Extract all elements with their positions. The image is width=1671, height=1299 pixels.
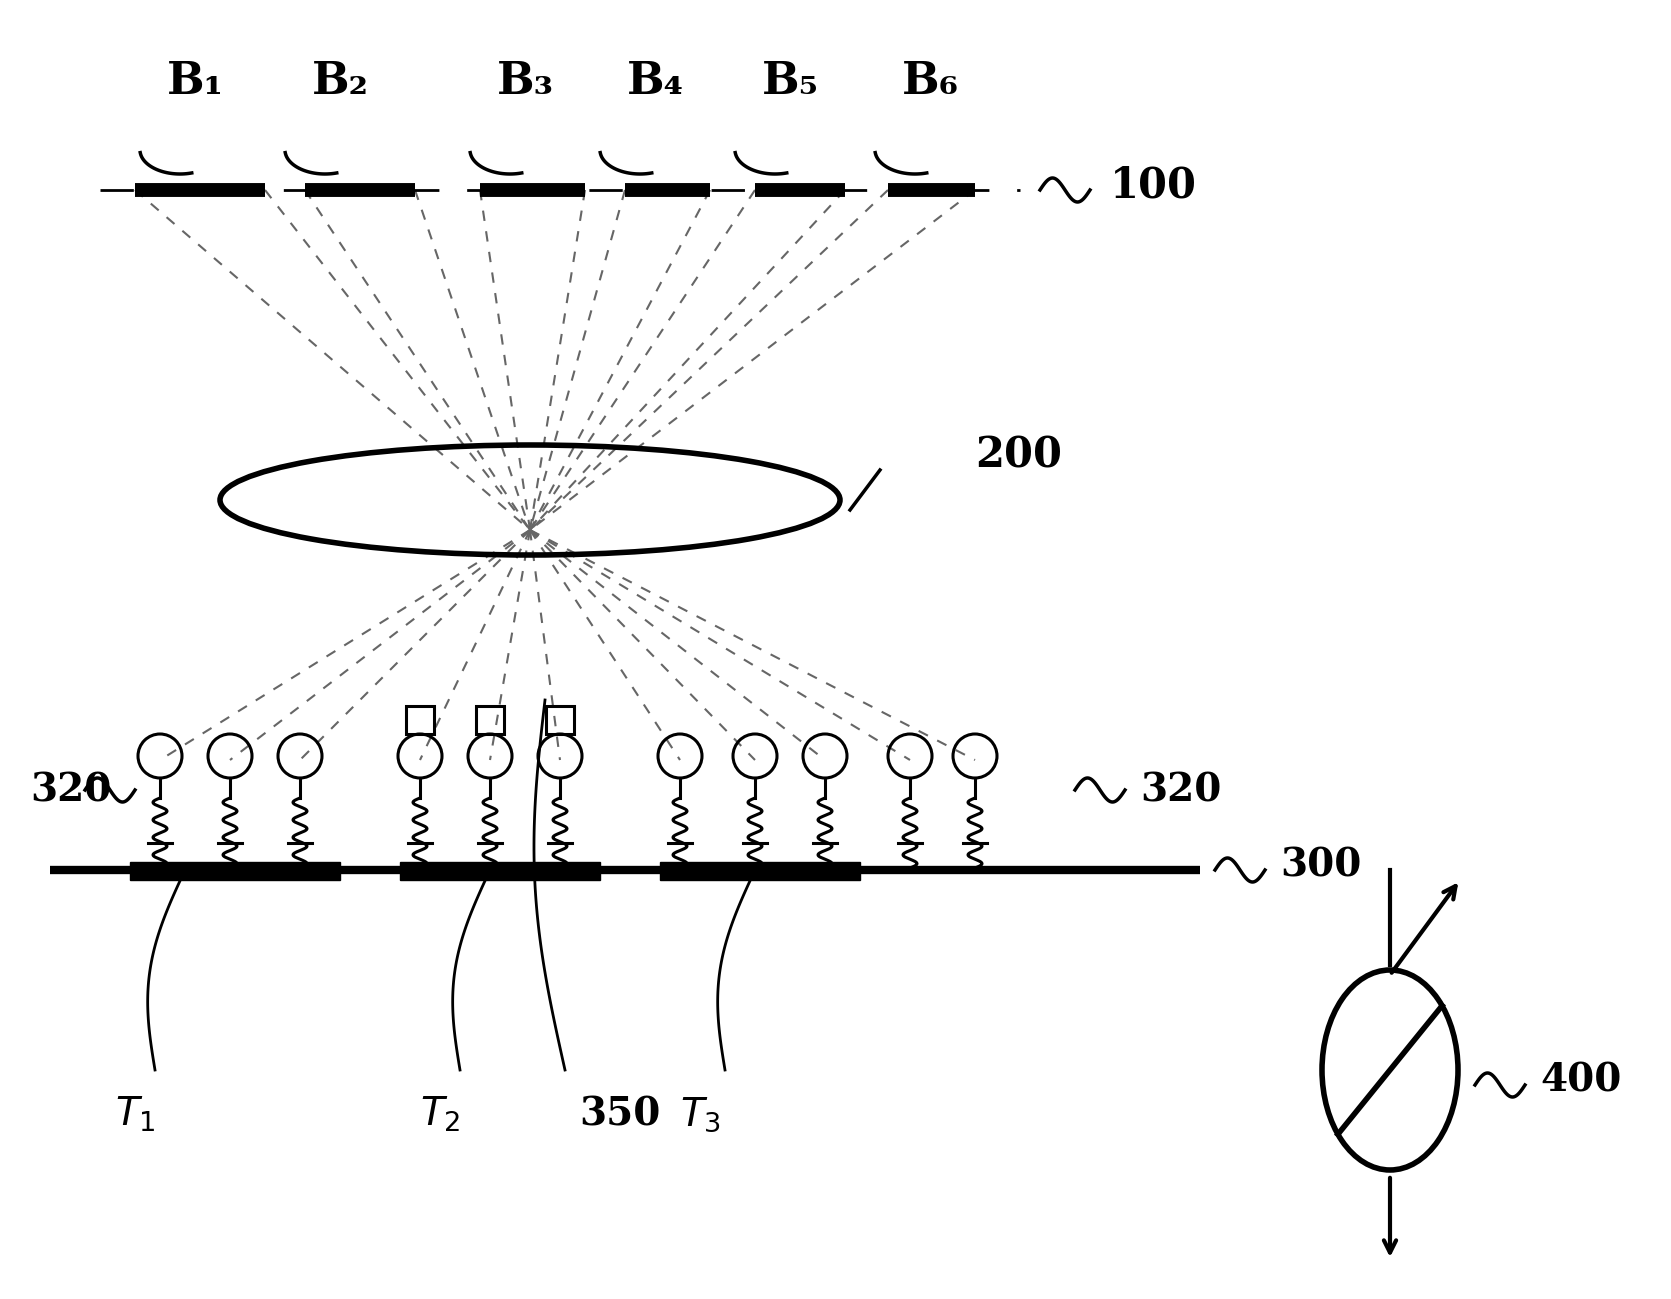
Text: 400: 400	[1541, 1061, 1621, 1099]
Bar	[406, 705, 434, 734]
Text: 320: 320	[1140, 772, 1222, 809]
Text: B₃: B₃	[496, 60, 553, 103]
Text: B₄: B₄	[627, 60, 683, 103]
Text: B₂: B₂	[311, 60, 369, 103]
Bar	[130, 863, 339, 879]
Text: B₆: B₆	[901, 60, 959, 103]
Text: 100: 100	[1110, 164, 1196, 207]
Text: $T_2$: $T_2$	[419, 1095, 460, 1134]
Bar	[476, 705, 505, 734]
Text: B₅: B₅	[762, 60, 819, 103]
Text: 350: 350	[580, 1095, 660, 1133]
Text: 320: 320	[30, 772, 112, 809]
Bar	[546, 705, 575, 734]
Text: 200: 200	[974, 434, 1063, 475]
Text: B₁: B₁	[167, 60, 224, 103]
Bar	[399, 863, 600, 879]
Text: 300: 300	[1280, 846, 1362, 885]
Bar	[660, 863, 861, 879]
Text: $T_1$: $T_1$	[115, 1095, 155, 1134]
Text: $T_3$: $T_3$	[680, 1095, 720, 1134]
